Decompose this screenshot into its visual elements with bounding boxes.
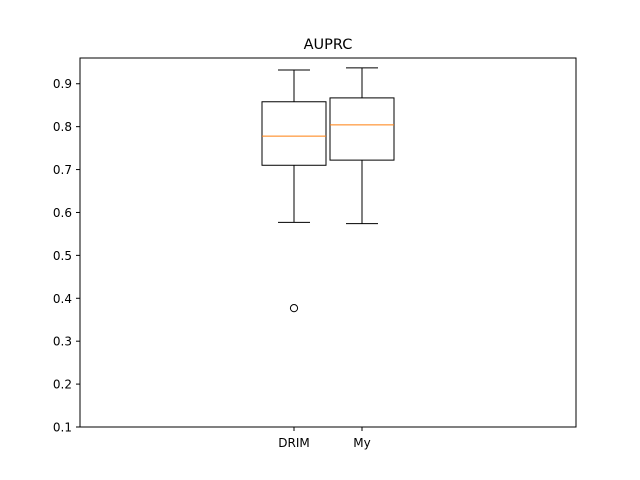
y-tick-label: 0.7: [53, 163, 72, 177]
axes-frame: [79, 57, 577, 428]
y-tick-label: 0.2: [53, 378, 72, 392]
y-tick-label: 0.6: [53, 206, 72, 220]
y-tick-label: 0.5: [53, 249, 72, 263]
plot-area: 0.1 0.2 0.3 0.4 0.5 0.6 0.7 0.8 0.9 DRIM My: [53, 57, 577, 450]
x-tick-label: DRIM: [278, 436, 309, 450]
box-drim: [261, 101, 327, 166]
chart-title: AUPRC: [304, 37, 353, 53]
y-tick-label: 0.3: [53, 335, 72, 349]
box-my: [329, 97, 395, 161]
y-tick-label: 0.9: [53, 77, 72, 91]
y-tick-label: 0.4: [53, 292, 72, 306]
x-tick-label: My: [353, 436, 370, 450]
outlier-point: [289, 304, 299, 313]
y-tick-label: 0.1: [53, 421, 72, 435]
y-tick-label: 0.8: [53, 120, 72, 134]
